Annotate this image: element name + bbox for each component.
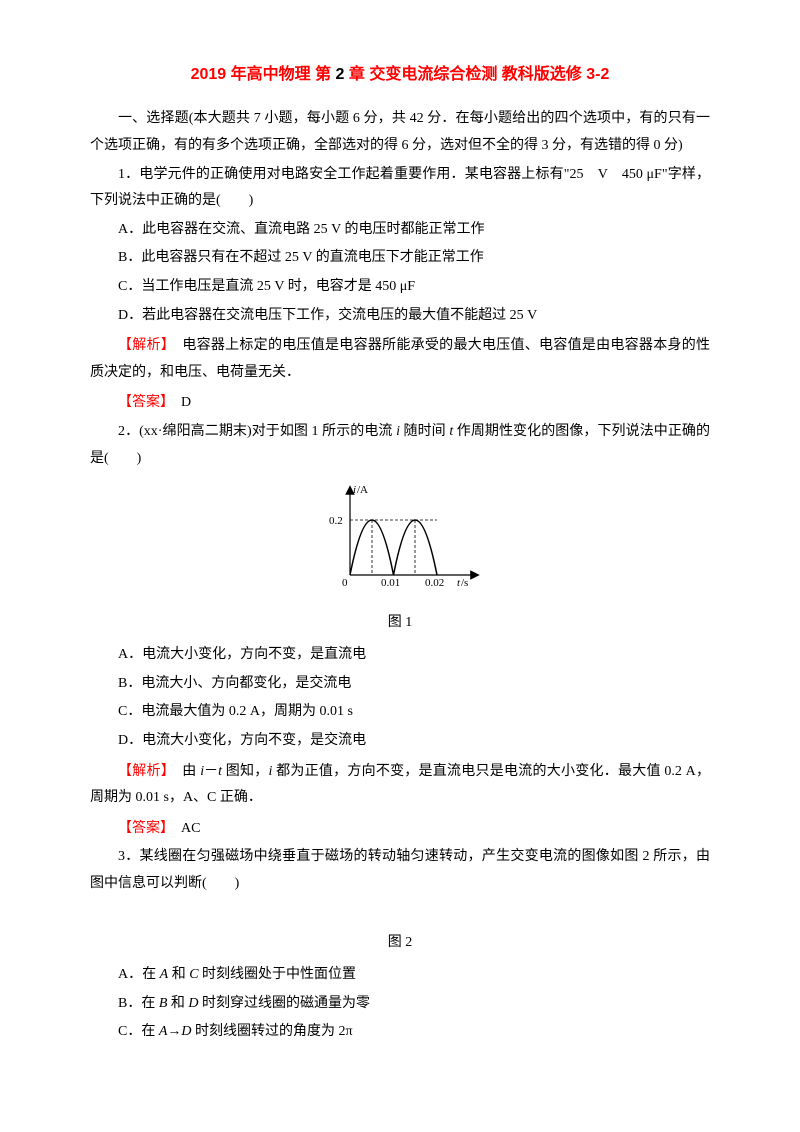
q3-option-b: B．在 B 和 D 时刻穿过线圈的磁通量为零	[90, 991, 710, 1018]
q1-option-c: C．当工作电压是直流 25 V 时，电容才是 450 μF	[90, 274, 710, 301]
q2-answer-text: AC	[167, 821, 200, 836]
figure-1: i /A 0.2 0 0.01 0.02 t /s	[90, 480, 710, 606]
q1-option-d: D．若此电容器在交流电压下工作，交流电压的最大值不能超过 25 V	[90, 303, 710, 330]
q1-explanation-text: 电容器上标定的电压值是电容器所能承受的最大电压值、电容值是由电容器本身的性质决定…	[90, 338, 710, 380]
svg-text:0: 0	[342, 577, 348, 589]
q2-option-c: C．电流最大值为 0.2 A，周期为 0.01 s	[90, 699, 710, 726]
svg-text:i: i	[353, 484, 356, 496]
explanation-label: 【解析】	[118, 336, 168, 352]
q2-expl-dash: －	[204, 764, 218, 779]
q3-option-c: C．在 A→D 时刻线圈转过的角度为 2π	[90, 1019, 710, 1046]
q3c-arrow: A→D	[159, 1024, 192, 1039]
q1-option-a: A．此电容器在交流、直流电路 25 V 的电压时都能正常工作	[90, 217, 710, 244]
q1-answer: 【答案】 D	[90, 388, 710, 417]
q3-option-a: A．在 A 和 C 时刻线圈处于中性面位置	[90, 962, 710, 989]
q3-stem: 3．某线圈在匀强磁场中绕垂直于磁场的转动轴匀速转动，产生交变电流的图像如图 2 …	[90, 844, 710, 897]
q1-answer-text: D	[167, 395, 191, 410]
svg-text:0.02: 0.02	[425, 577, 444, 589]
current-time-chart: i /A 0.2 0 0.01 0.02 t /s	[315, 480, 485, 595]
page-title: 2019 年高中物理 第 2 章 交变电流综合检测 教科版选修 3-2	[90, 60, 710, 90]
section-intro: 一、选择题(本大题共 7 小题，每小题 6 分，共 42 分．在每小题给出的四个…	[90, 106, 710, 159]
q1-option-b: B．此电容器只有在不超过 25 V 的直流电压下才能正常工作	[90, 245, 710, 272]
title-part3: 章 交变电流综合检测 教科版选修 3-2	[344, 66, 609, 83]
q2-explanation: 【解析】 由 i－t 图知，i 都为正值，方向不变，是直流电只是电流的大小变化．…	[90, 757, 710, 812]
figure-1-caption: 图 1	[90, 610, 710, 637]
answer-label: 【答案】	[118, 393, 167, 409]
explanation-label: 【解析】	[118, 762, 168, 778]
q3c-1: C．在	[118, 1024, 159, 1039]
q3a-C: C	[189, 967, 198, 982]
q3b-D: D	[188, 996, 198, 1011]
q2-option-d: D．电流大小变化，方向不变，是交流电	[90, 728, 710, 755]
q3b-1: B．在	[118, 996, 159, 1011]
q3a-A: A	[160, 967, 169, 982]
svg-text:/s: /s	[461, 577, 468, 589]
answer-label: 【答案】	[118, 819, 167, 835]
q3a-2: 和	[168, 967, 189, 982]
q2-option-b: B．电流大小、方向都变化，是交流电	[90, 671, 710, 698]
q3a-3: 时刻线圈处于中性面位置	[199, 967, 357, 982]
figure-2-caption: 图 2	[90, 930, 710, 957]
title-part1: 2019 年高中物理 第	[191, 66, 336, 83]
q1-explanation: 【解析】 电容器上标定的电压值是电容器所能承受的最大电压值、电容值是由电容器本身…	[90, 331, 710, 386]
q3b-2: 和	[167, 996, 188, 1011]
q2-answer: 【答案】 AC	[90, 814, 710, 843]
q3b-3: 时刻穿过线圈的磁通量为零	[199, 996, 371, 1011]
q2-stem: 2．(xx·绵阳高二期末)对于如图 1 所示的电流 i 随时间 t 作周期性变化…	[90, 419, 710, 472]
svg-text:0.01: 0.01	[381, 577, 400, 589]
q2-stem-b: 随时间	[400, 424, 449, 439]
q2-option-a: A．电流大小变化，方向不变，是直流电	[90, 642, 710, 669]
figure-2	[90, 906, 710, 926]
q3c-2: 时刻线圈转过的角度为 2π	[192, 1024, 353, 1039]
svg-text:0.2: 0.2	[329, 515, 343, 527]
q2-expl-a: 由	[168, 764, 200, 779]
q1-stem: 1．电学元件的正确使用对电路安全工作起着重要作用．某电容器上标有"25 V 45…	[90, 162, 710, 215]
svg-text:/A: /A	[357, 484, 368, 496]
q2-stem-a: 2．(xx·绵阳高二期末)对于如图 1 所示的电流	[118, 424, 396, 439]
q3a-1: A．在	[118, 967, 160, 982]
q2-expl-b: 图知，	[222, 764, 268, 779]
